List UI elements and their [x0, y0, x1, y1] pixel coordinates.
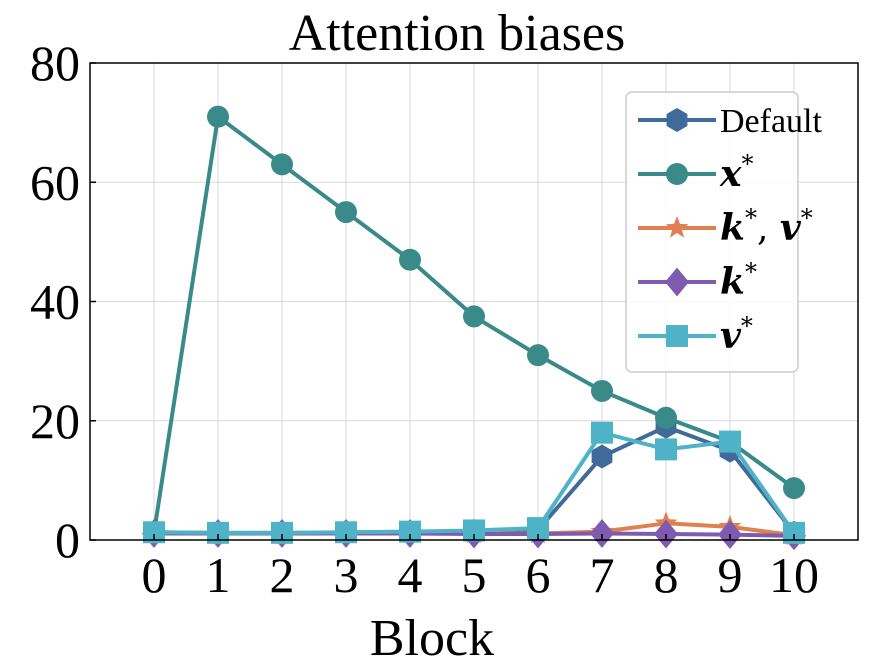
x-tick-label: 0	[142, 547, 167, 603]
data-point-square	[335, 521, 357, 544]
data-point-square	[719, 430, 741, 453]
legend-marker-diamond	[665, 267, 689, 297]
x-axis-label: Block	[370, 610, 494, 666]
legend-label: k*, v*	[720, 204, 813, 249]
legend-box	[625, 91, 799, 373]
legend-marker-hexagon	[666, 108, 688, 132]
data-point-circle	[335, 201, 357, 224]
data-point-circle	[591, 379, 613, 402]
legend-marker-star	[665, 216, 689, 238]
data-point-square	[591, 421, 613, 444]
x-tick-label: 8	[654, 547, 679, 603]
legend-entry-3: k*, v*	[638, 204, 813, 249]
data-point-circle	[527, 344, 549, 367]
y-tick-label: 40	[30, 274, 80, 330]
data-point-square	[207, 521, 229, 544]
data-point-square	[783, 521, 805, 544]
y-tick-label: 20	[30, 393, 80, 449]
legend-label: Default	[720, 103, 823, 140]
x-tick-label: 10	[769, 547, 819, 603]
data-point-diamond	[590, 519, 614, 548]
legend-label: k*	[720, 258, 757, 303]
x-tick-label: 4	[398, 547, 423, 603]
x-tick-label: 7	[590, 547, 615, 603]
data-point-circle	[783, 477, 805, 500]
x-tick-label: 1	[206, 547, 231, 603]
data-point-square	[463, 519, 485, 542]
data-point-circle	[655, 406, 677, 429]
data-point-square	[399, 520, 421, 543]
legend-entry-2: x*	[638, 150, 753, 195]
series-layer	[142, 105, 806, 551]
data-point-circle	[463, 305, 485, 328]
data-point-circle	[207, 105, 229, 128]
y-tick-label: 60	[30, 154, 80, 210]
data-point-square	[655, 438, 677, 461]
data-point-hexagon	[591, 444, 613, 469]
legend-entry-4: k*	[638, 258, 757, 303]
legend-marker-square	[666, 325, 688, 347]
data-point-circle	[271, 153, 293, 176]
legend-marker-circle	[666, 163, 688, 185]
y-tick-label: 0	[55, 512, 80, 568]
data-point-circle	[399, 248, 421, 271]
y-tick-label: 80	[30, 35, 80, 91]
x-tick-label: 6	[526, 547, 551, 603]
x-tick-label: 9	[718, 547, 743, 603]
legend-entry-1: Default	[638, 103, 823, 140]
data-point-square	[527, 517, 549, 540]
x-tick-label: 3	[334, 547, 359, 603]
data-point-square	[143, 521, 165, 544]
legend: Default x* k*, v* k* v*	[625, 91, 823, 373]
series-5	[143, 421, 805, 544]
x-tick-label: 2	[270, 547, 295, 603]
chart-title: Attention biases	[289, 5, 626, 62]
data-point-square	[271, 521, 293, 544]
legend-entry-5: v*	[638, 312, 753, 357]
legend-label: x*	[719, 150, 753, 195]
legend-label: v*	[720, 312, 753, 357]
x-tick-label: 5	[462, 547, 487, 603]
